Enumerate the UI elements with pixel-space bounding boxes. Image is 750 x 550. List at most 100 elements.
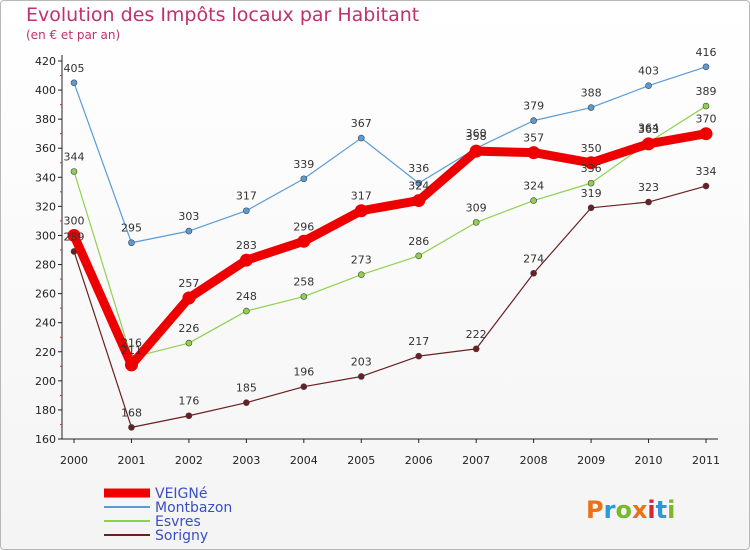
- series-veigné: [67, 127, 713, 372]
- data-label: 334: [696, 165, 717, 178]
- data-point: [584, 156, 598, 170]
- x-tick-label: 2004: [290, 454, 318, 467]
- data-label: 309: [466, 201, 487, 214]
- x-tick-label: 2001: [117, 454, 145, 467]
- data-label: 300: [64, 214, 85, 227]
- data-label: 248: [236, 290, 257, 303]
- data-point: [357, 271, 365, 279]
- series-line: [73, 185, 707, 428]
- data-point: [587, 179, 595, 187]
- y-tick-label: 340: [35, 171, 56, 184]
- data-point: [472, 219, 480, 226]
- series-montbazon: [70, 63, 710, 247]
- x-tick-label: 2009: [577, 454, 605, 467]
- data-point: [243, 207, 250, 215]
- data-label: 323: [638, 181, 659, 194]
- data-label: 357: [523, 132, 544, 145]
- legend-label: Esvres: [155, 514, 201, 530]
- legend-label: Sorigny: [155, 528, 208, 544]
- data-label: 303: [178, 210, 199, 223]
- x-tick-label: 2002: [175, 454, 203, 467]
- data-label: 344: [64, 150, 85, 163]
- data-label: 286: [408, 235, 429, 248]
- x-tick-label: 2007: [462, 454, 490, 467]
- data-point: [469, 144, 483, 158]
- data-point: [70, 79, 78, 87]
- data-point: [415, 352, 423, 360]
- data-point: [300, 383, 308, 390]
- data-label: 176: [178, 395, 199, 408]
- data-label: 258: [293, 276, 314, 289]
- y-tick-label: 160: [35, 433, 56, 446]
- data-point: [412, 194, 426, 208]
- data-point: [185, 227, 193, 235]
- data-label: 403: [638, 65, 659, 78]
- series-line: [69, 129, 711, 370]
- data-label: 226: [178, 322, 199, 335]
- x-tick-label: 2011: [692, 454, 720, 467]
- data-point: [530, 117, 537, 124]
- legend-label: Montbazon: [155, 500, 232, 516]
- y-tick-label: 180: [35, 404, 56, 417]
- data-point: [185, 412, 193, 420]
- y-tick-label: 360: [35, 142, 56, 155]
- data-point: [530, 197, 537, 204]
- data-point: [645, 198, 652, 206]
- data-label: 364: [638, 121, 659, 134]
- y-tick-label: 300: [35, 229, 56, 242]
- data-label: 289: [64, 230, 85, 243]
- x-tick-label: 2000: [60, 454, 88, 467]
- data-point: [645, 82, 652, 90]
- data-point: [702, 182, 710, 190]
- data-label: 389: [696, 85, 717, 98]
- chart-title: Evolution des Impôts locaux par Habitant: [26, 4, 420, 26]
- series-line: [73, 66, 707, 244]
- x-tick-label: 2006: [405, 454, 433, 467]
- data-point: [472, 345, 480, 353]
- y-tick-label: 220: [35, 346, 56, 359]
- data-label: 203: [351, 355, 372, 368]
- data-label: 317: [351, 190, 372, 203]
- data-point: [297, 234, 311, 248]
- data-point: [699, 127, 713, 141]
- data-point: [415, 179, 423, 187]
- series-line: [73, 105, 707, 359]
- data-point: [527, 146, 541, 160]
- y-tick-label: 420: [35, 55, 56, 68]
- data-point: [530, 269, 537, 277]
- data-point: [300, 175, 308, 183]
- data-label: 319: [581, 187, 602, 200]
- series-sorigny: [70, 182, 710, 431]
- data-label: 317: [236, 190, 257, 203]
- data-label: 360: [466, 127, 487, 140]
- data-label: 336: [581, 162, 602, 175]
- data-point: [300, 293, 308, 300]
- data-label: 211: [121, 344, 142, 357]
- data-label: 257: [178, 277, 199, 290]
- chart-subtitle: (en € et par an): [26, 28, 121, 42]
- x-tick-label: 2003: [232, 454, 260, 467]
- data-point: [243, 399, 250, 406]
- y-tick-label: 380: [35, 113, 56, 126]
- data-point: [357, 134, 365, 142]
- data-label: 350: [581, 142, 602, 155]
- data-label: 216: [121, 337, 142, 350]
- data-label: 370: [696, 113, 717, 126]
- x-tick-label: 2010: [635, 454, 663, 467]
- data-point: [185, 339, 193, 347]
- data-label: 339: [293, 158, 314, 171]
- data-point: [128, 424, 135, 431]
- data-point: [587, 204, 595, 212]
- data-label: 295: [121, 222, 142, 235]
- y-tick-label: 240: [35, 317, 56, 330]
- proxiti-logo-text: Proxiti: [586, 496, 675, 524]
- data-point: [182, 291, 196, 305]
- data-point: [354, 204, 368, 218]
- data-label: 283: [236, 239, 257, 252]
- y-tick-label: 400: [35, 84, 56, 97]
- proxiti-logo: Proxiti: [586, 496, 675, 524]
- data-label: 405: [64, 62, 85, 75]
- data-label: 273: [351, 254, 372, 267]
